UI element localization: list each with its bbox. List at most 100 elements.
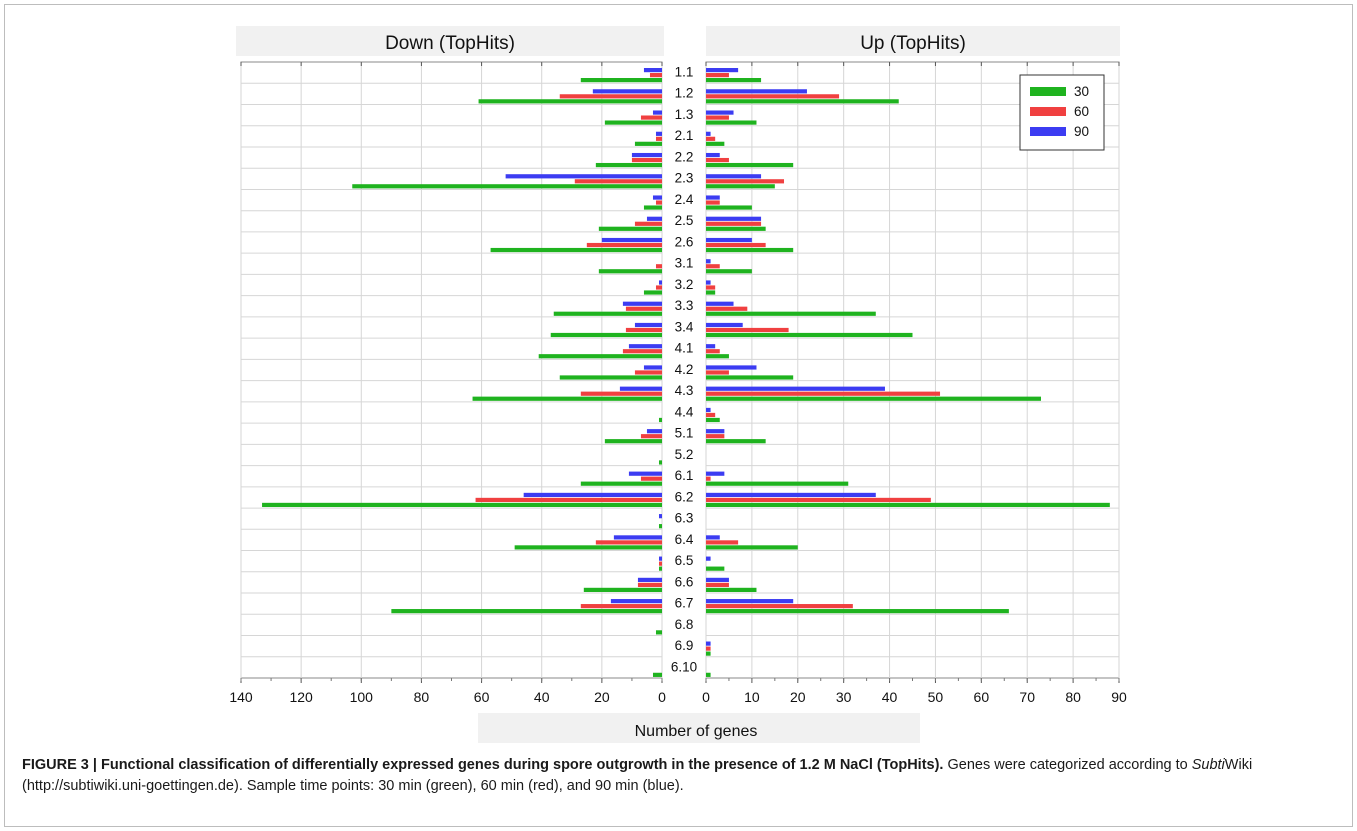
category-label: 6.10 xyxy=(671,659,697,674)
right-plot-area xyxy=(705,61,1120,679)
right-tick-label: 70 xyxy=(1019,689,1035,705)
category-label: 6.4 xyxy=(675,532,694,547)
right-bar-4.3-30 xyxy=(706,396,1041,401)
right-bar-3.2-60 xyxy=(706,285,716,290)
right-tick-label: 80 xyxy=(1065,689,1081,705)
caption-title: FIGURE 3 | Functional classification of … xyxy=(22,757,944,773)
right-bar-6.2-60 xyxy=(706,497,931,503)
right-bar-3.3-60 xyxy=(706,306,748,311)
category-label: 3.3 xyxy=(675,298,694,313)
right-bar-1.2-30 xyxy=(706,99,899,104)
category-label: 6.6 xyxy=(675,574,694,589)
right-bar-6.2-90 xyxy=(706,492,876,498)
left-bar-4.1-90 xyxy=(628,344,662,349)
legend-swatch-30 xyxy=(1030,87,1066,96)
right-bar-3.3-30 xyxy=(706,311,876,316)
right-bar-2.2-30 xyxy=(706,162,794,168)
right-bar-1.3-60 xyxy=(706,115,729,120)
left-bar-6.5-30 xyxy=(658,566,662,571)
category-label: 5.1 xyxy=(675,426,694,441)
left-bar-3.2-90 xyxy=(658,280,662,285)
category-label: 6.1 xyxy=(675,468,694,483)
right-bar-2.6-90 xyxy=(706,237,752,243)
left-bar-4.4-30 xyxy=(658,417,662,423)
caption-text-1: Genes were categorized according to xyxy=(943,757,1192,773)
category-label: 6.7 xyxy=(675,596,694,611)
left-bar-2.6-90 xyxy=(601,237,662,243)
category-label: 3.4 xyxy=(675,319,694,334)
category-label: 4.4 xyxy=(675,404,694,419)
left-bar-4.2-30 xyxy=(559,375,662,380)
category-label: 1.3 xyxy=(675,107,694,122)
left-bar-6.1-30 xyxy=(580,481,662,486)
left-bar-5.1-60 xyxy=(640,434,662,439)
category-label: 2.4 xyxy=(675,192,694,207)
category-label: 3.2 xyxy=(675,277,694,292)
left-bar-5.1-30 xyxy=(604,439,662,444)
x-axis-label: Number of genes xyxy=(635,723,758,740)
left-tick-label: 0 xyxy=(658,689,666,705)
right-bar-2.5-30 xyxy=(706,226,766,231)
legend-label-90: 90 xyxy=(1074,124,1089,139)
right-bar-2.1-30 xyxy=(706,141,725,146)
right-bar-6.9-90 xyxy=(706,641,711,646)
left-bar-3.2-30 xyxy=(643,290,662,295)
right-bar-4.4-30 xyxy=(706,417,720,423)
right-bar-1.1-90 xyxy=(706,68,739,73)
left-bar-2.6-60 xyxy=(586,242,662,248)
left-bar-2.1-30 xyxy=(634,141,662,146)
right-bar-5.1-30 xyxy=(706,439,766,444)
left-bar-2.5-90 xyxy=(646,216,662,221)
right-bar-6.2-30 xyxy=(706,502,1110,508)
left-bar-1.2-60 xyxy=(559,94,662,99)
left-bar-6.2-60 xyxy=(475,497,662,503)
right-tick-label: 90 xyxy=(1111,689,1127,705)
right-bar-3.1-90 xyxy=(706,259,711,264)
caption-text-2: Wiki (http://subtiwiki.uni-goettingen.de… xyxy=(22,757,1253,794)
right-bar-6.1-90 xyxy=(706,471,725,476)
right-bar-6.7-30 xyxy=(706,609,1009,614)
right-bar-6.7-90 xyxy=(706,599,794,604)
right-bar-2.5-90 xyxy=(706,216,762,221)
left-bar-1.1-60 xyxy=(649,73,662,78)
right-bar-2.4-30 xyxy=(706,205,752,210)
right-bar-6.6-60 xyxy=(706,582,729,587)
category-label: 1.2 xyxy=(675,86,694,101)
left-bar-3.1-30 xyxy=(598,269,662,274)
left-plot-area xyxy=(240,61,663,679)
category-label: 2.5 xyxy=(675,213,694,228)
right-tick-label: 20 xyxy=(790,689,806,705)
left-bar-6.1-60 xyxy=(640,476,662,481)
left-bar-6.4-90 xyxy=(613,535,662,540)
left-bar-6.7-90 xyxy=(610,599,662,604)
left-bar-6.1-90 xyxy=(628,471,662,476)
left-bar-2.1-60 xyxy=(655,136,662,141)
legend-swatch-60 xyxy=(1030,107,1066,116)
left-bar-6.2-90 xyxy=(523,492,662,498)
right-bar-6.1-30 xyxy=(706,481,849,486)
left-bar-2.2-90 xyxy=(631,152,662,158)
right-bar-4.2-60 xyxy=(706,370,729,375)
left-tick-label: 60 xyxy=(474,689,490,705)
legend-label-30: 30 xyxy=(1074,84,1089,99)
right-bar-4.2-90 xyxy=(706,365,757,370)
right-bar-6.9-60 xyxy=(706,646,711,651)
right-bar-2.2-90 xyxy=(706,152,720,158)
left-bar-4.3-90 xyxy=(619,386,662,391)
left-bar-1.3-90 xyxy=(652,110,662,115)
left-bar-4.2-90 xyxy=(643,365,662,370)
right-bar-5.1-60 xyxy=(706,434,725,439)
right-bar-6.4-90 xyxy=(706,535,720,540)
left-bar-2.3-90 xyxy=(505,174,662,179)
left-bar-6.5-90 xyxy=(658,556,662,561)
left-title-band xyxy=(236,26,664,56)
right-bar-1.1-30 xyxy=(706,78,762,83)
left-bar-6.7-30 xyxy=(391,609,662,614)
left-bar-6.7-60 xyxy=(580,604,662,609)
right-bar-6.6-30 xyxy=(706,587,757,592)
right-bar-2.3-30 xyxy=(706,184,775,189)
left-bar-4.3-30 xyxy=(472,396,662,401)
left-bar-1.3-60 xyxy=(640,115,662,120)
right-bar-2.3-90 xyxy=(706,174,762,179)
left-bar-2.5-60 xyxy=(634,221,662,226)
